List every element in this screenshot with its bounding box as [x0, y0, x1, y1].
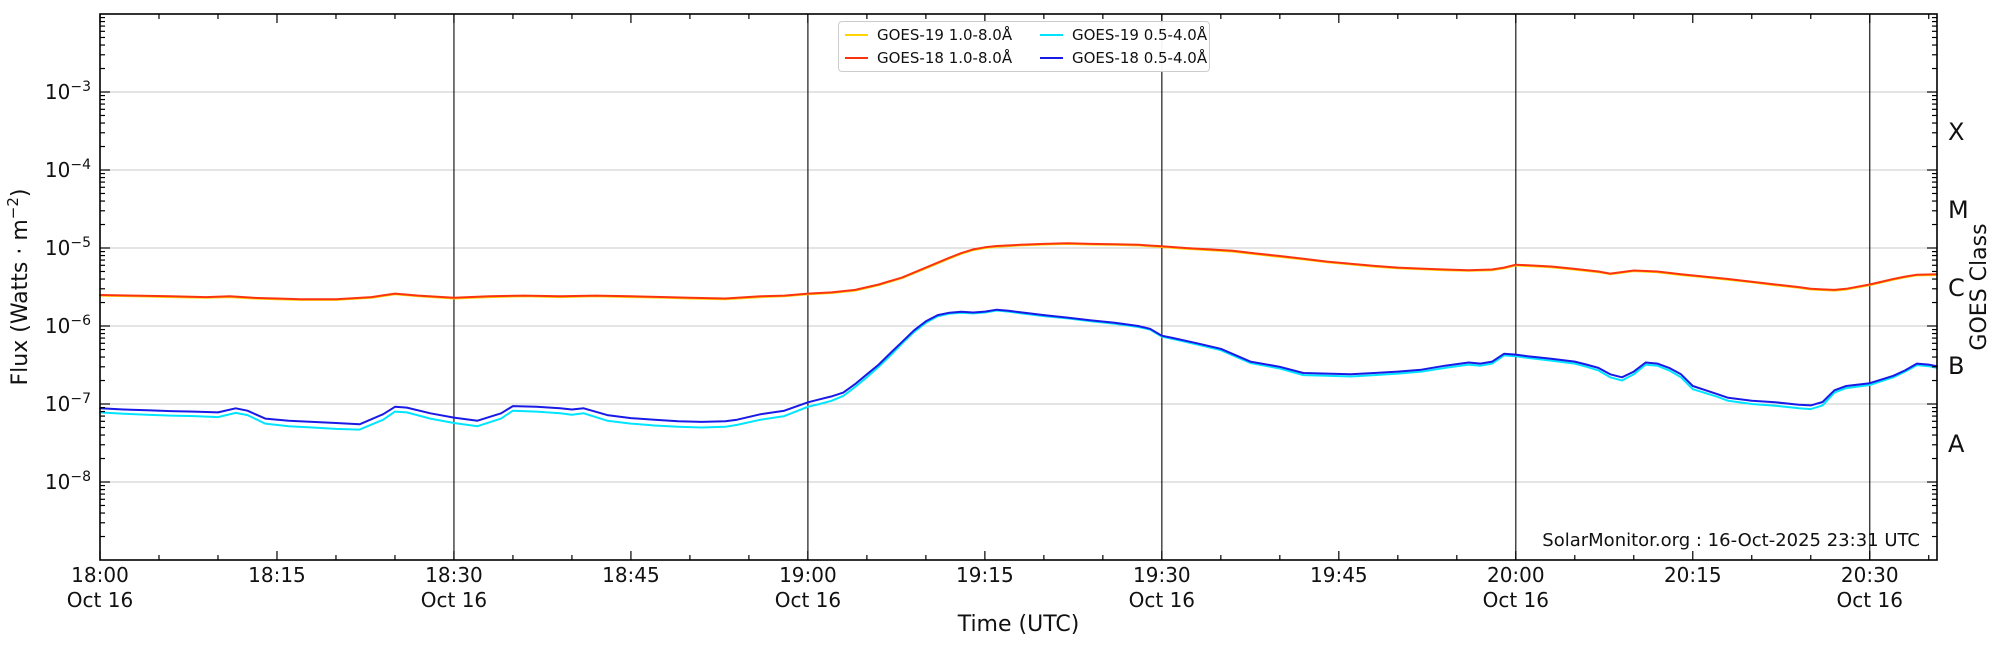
x-tick-date-label: Oct 16: [1129, 588, 1195, 612]
legend-label: GOES-19 0.5-4.0Å: [1072, 26, 1208, 45]
legend-item: GOES-18 0.5-4.0Å: [1040, 48, 1208, 67]
x-axis-title: Time (UTC): [957, 612, 1080, 637]
legend-item: GOES-19 1.0-8.0Å: [845, 26, 1040, 44]
series-goes-19-0-5-4-0-: [99, 309, 1938, 431]
data-series: [99, 242, 1938, 431]
y-tick-label: 10−4: [45, 157, 91, 182]
x-tick-label: 18:30: [425, 563, 483, 587]
x-tick-label: 20:30: [1841, 563, 1899, 587]
legend-label: GOES-19 1.0-8.0Å: [877, 26, 1013, 45]
x-tick-label: 20:15: [1664, 563, 1722, 587]
y-axis-title: Flux (Watts · m−2): [4, 189, 33, 386]
series-goes-18-0-5-4-0-: [99, 308, 1938, 426]
x-tick-label: 18:00: [71, 563, 129, 587]
x-tick-date-label: Oct 16: [775, 588, 841, 612]
legend-item: GOES-18 1.0-8.0Å: [845, 49, 1040, 67]
legend-label: GOES-18 0.5-4.0Å: [1072, 48, 1208, 67]
goes-class-b: B: [1948, 352, 1964, 380]
goes-class-letters: X M C B A: [1948, 118, 1969, 458]
solarmonitor-timestamp: SolarMonitor.org : 16-Oct-2025 23:31 UTC: [1542, 530, 1920, 551]
goes-class-a: A: [1948, 430, 1965, 458]
gridlines: [100, 91, 1937, 483]
y-tick-label: 10−6: [45, 313, 91, 338]
right-axis-title: GOES Class: [1967, 223, 1992, 350]
x-tick-label: 19:15: [956, 563, 1014, 587]
goes-class-x: X: [1948, 118, 1964, 146]
legend-line-swatch: [1040, 34, 1063, 37]
halfhour-vlines: [453, 14, 1871, 560]
goes-class-c: C: [1948, 274, 1965, 302]
series-goes-18-1-0-8-0-: [99, 242, 1938, 301]
x-tick-date-label: Oct 16: [421, 588, 487, 612]
y-tick-label: 10−3: [45, 79, 91, 104]
y-tick-label: 10−7: [45, 391, 91, 416]
x-tick-label: 18:45: [602, 563, 660, 587]
x-tick-date-label: Oct 16: [67, 588, 133, 612]
legend-label: GOES-18 1.0-8.0Å: [877, 48, 1013, 67]
legend-line-swatch: [845, 56, 868, 59]
legend-line-swatch: [1040, 56, 1063, 59]
y-tick-label: 10−8: [45, 469, 91, 494]
x-tick-date-label: Oct 16: [1483, 588, 1549, 612]
x-tick-label: 19:00: [779, 563, 837, 587]
x-tick-label: 19:30: [1133, 563, 1191, 587]
x-tick-label: 18:15: [248, 563, 306, 587]
x-tick-label: 20:00: [1487, 563, 1545, 587]
legend-line-swatch: [845, 34, 868, 37]
plot-border: [99, 13, 1938, 561]
legend-item: GOES-19 0.5-4.0Å: [1040, 26, 1208, 45]
x-tick-label: 19:45: [1310, 563, 1368, 587]
chart-legend: GOES-19 1.0-8.0Å GOES-18 1.0-8.0Å GOES-19 …: [838, 21, 1210, 72]
goes-class-m: M: [1948, 196, 1969, 224]
x-tick-date-label: Oct 16: [1837, 588, 1903, 612]
y-tick-label: 10−5: [45, 235, 91, 260]
y-tick-labels: 10−3 10−4 10−5 10−6 10−7 10−8: [45, 79, 91, 494]
axis-ticks: [99, 14, 1937, 560]
